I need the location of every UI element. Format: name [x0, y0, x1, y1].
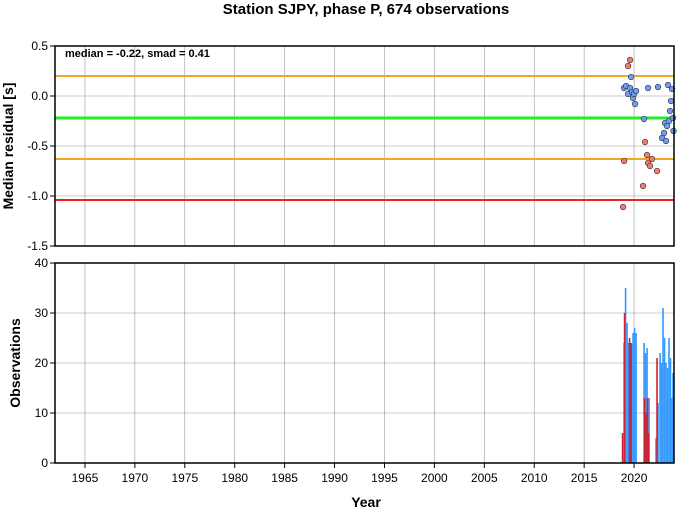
residual-point	[620, 157, 628, 165]
residual-point	[666, 107, 674, 115]
residual-point	[648, 155, 656, 163]
observation-bar	[627, 343, 630, 463]
y-tick-label: -0.5	[27, 139, 48, 153]
observation-bar	[666, 368, 669, 463]
observation-bars	[621, 288, 674, 463]
observation-bar	[624, 288, 627, 463]
x-tick-label: 2010	[521, 471, 548, 485]
x-tick-label: 1970	[122, 471, 149, 485]
observation-bar	[665, 363, 667, 463]
x-tick-label: 2020	[621, 471, 648, 485]
observation-bar	[626, 323, 628, 463]
observation-bar	[645, 413, 647, 463]
residual-point	[643, 151, 651, 159]
observation-bar	[644, 353, 647, 463]
observation-bar	[647, 433, 650, 463]
residual-point	[669, 114, 677, 122]
residual-point	[660, 129, 668, 137]
x-tick-label: 2000	[421, 471, 448, 485]
observation-bar	[657, 403, 659, 463]
observation-bar	[643, 398, 646, 463]
x-tick-label: 1975	[171, 471, 198, 485]
residual-points	[619, 56, 677, 211]
residual-point	[646, 162, 654, 170]
residual-point	[632, 87, 640, 95]
x-tick-label: 1965	[72, 471, 99, 485]
reference-lines	[55, 75, 674, 201]
residual-point	[667, 97, 675, 105]
observation-bar	[635, 333, 637, 463]
observation-bar	[628, 338, 631, 463]
y-tick-label: -1.5	[27, 239, 48, 253]
residual-point	[664, 81, 672, 89]
residual-point	[626, 56, 634, 64]
y-tick-label: -1.0	[27, 189, 48, 203]
year-x-ticks: 1965 1970 1975 1980 1985 1990 1995 2000 2005 2010…	[72, 463, 648, 485]
x-tick-label: 1990	[321, 471, 348, 485]
observation-bar	[621, 433, 624, 463]
y-tick-label: 0	[41, 456, 48, 470]
observation-bar	[630, 343, 632, 463]
residual-point	[644, 84, 652, 92]
observation-bar	[659, 353, 661, 463]
observation-bar	[633, 328, 636, 463]
observation-bar	[660, 363, 663, 463]
stats-annotation: median = -0.22, smad = 0.41	[65, 48, 210, 60]
x-axis-label: Year	[351, 494, 381, 510]
observation-bar	[671, 398, 673, 463]
residual-point	[641, 138, 649, 146]
y-tick-label: 20	[35, 356, 49, 370]
residual-panel: 0.5 0.0 -0.5 -1.0 -1.5 median = -0.22, smad …	[0, 39, 677, 253]
residual-point	[662, 137, 670, 145]
observations-y-ticks: 40 30 20 10 0	[35, 256, 55, 470]
x-tick-label: 1980	[221, 471, 248, 485]
residual-y-ticks: 0.5 0.0 -0.5 -1.0 -1.5	[27, 39, 55, 253]
observation-bar	[623, 313, 626, 463]
residual-point	[627, 73, 635, 81]
observation-bar	[656, 358, 658, 463]
residual-y-axis-label: Median residual [s]	[0, 83, 16, 210]
residual-point	[631, 100, 639, 108]
residual-point	[639, 182, 647, 190]
observation-bar	[655, 438, 657, 463]
x-tick-label: 1985	[271, 471, 298, 485]
observation-bar	[668, 338, 670, 463]
observations-y-axis-label: Observations	[7, 318, 23, 408]
observation-bar	[662, 308, 664, 463]
x-tick-label: 1995	[371, 471, 398, 485]
x-tick-label: 2005	[471, 471, 498, 485]
observation-bar	[632, 333, 634, 463]
residual-gridlines	[55, 45, 674, 247]
residual-point	[624, 62, 632, 70]
observation-bar	[669, 358, 672, 463]
residual-point	[619, 203, 627, 211]
residual-point	[653, 167, 661, 175]
y-tick-label: 0.0	[31, 89, 48, 103]
chart-title: Station SJPY, phase P, 674 observations	[223, 1, 510, 18]
y-tick-label: 30	[35, 306, 49, 320]
x-tick-label: 2015	[571, 471, 598, 485]
y-tick-label: 10	[35, 406, 49, 420]
observation-bar	[672, 373, 674, 463]
y-tick-label: 40	[35, 256, 49, 270]
observation-bar	[663, 338, 666, 463]
y-tick-label: 0.5	[31, 39, 48, 53]
observation-bar	[646, 398, 649, 463]
residual-point	[640, 115, 648, 123]
residual-point	[654, 83, 662, 91]
observation-bar	[648, 398, 650, 463]
